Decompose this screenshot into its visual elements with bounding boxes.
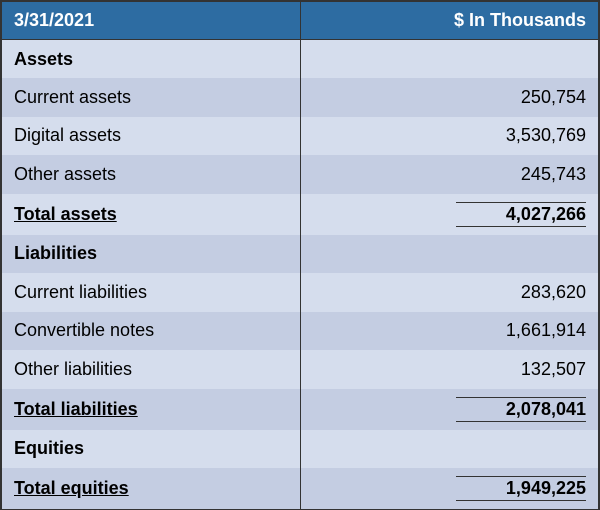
total-row: Total assets 4,027,266 xyxy=(2,194,599,235)
data-row: Other assets245,743 xyxy=(2,155,599,194)
data-row: Current assets250,754 xyxy=(2,78,599,117)
item-label: Current liabilities xyxy=(2,273,301,312)
data-row: Current liabilities283,620 xyxy=(2,273,599,312)
item-value: 132,507 xyxy=(300,350,599,389)
item-label: Current assets xyxy=(2,78,301,117)
item-label: Digital assets xyxy=(2,117,301,156)
total-value: 1,949,225 xyxy=(456,476,586,501)
section-title-value xyxy=(300,235,599,274)
total-value-cell: 2,078,041 xyxy=(300,389,599,430)
total-label: Total liabilities xyxy=(2,389,301,430)
item-value: 245,743 xyxy=(300,155,599,194)
data-row: Other liabilities132,507 xyxy=(2,350,599,389)
section-title-value xyxy=(300,40,599,79)
balance-sheet-table: 3/31/2021 $ In Thousands AssetsCurrent a… xyxy=(0,0,600,510)
total-label: Total equities xyxy=(2,468,301,509)
total-row: Total equities 1,949,225 xyxy=(2,468,599,509)
item-label: Other liabilities xyxy=(2,350,301,389)
item-value: 250,754 xyxy=(300,78,599,117)
section-header-row: Equities xyxy=(2,430,599,469)
total-value: 4,027,266 xyxy=(456,202,586,227)
header-date: 3/31/2021 xyxy=(2,2,301,40)
financial-table: 3/31/2021 $ In Thousands AssetsCurrent a… xyxy=(1,1,599,509)
item-label: Other assets xyxy=(2,155,301,194)
total-label: Total assets xyxy=(2,194,301,235)
total-value-cell: 4,027,266 xyxy=(300,194,599,235)
total-value: 2,078,041 xyxy=(456,397,586,422)
section-header-row: Assets xyxy=(2,40,599,79)
item-value: 283,620 xyxy=(300,273,599,312)
total-value-cell: 1,949,225 xyxy=(300,468,599,509)
data-row: Convertible notes1,661,914 xyxy=(2,312,599,351)
item-value: 3,530,769 xyxy=(300,117,599,156)
data-row: Digital assets3,530,769 xyxy=(2,117,599,156)
item-label: Convertible notes xyxy=(2,312,301,351)
section-title-value xyxy=(300,430,599,469)
header-row: 3/31/2021 $ In Thousands xyxy=(2,2,599,40)
header-unit: $ In Thousands xyxy=(300,2,599,40)
section-header-row: Liabilities xyxy=(2,235,599,274)
section-title: Assets xyxy=(2,40,301,79)
section-title: Equities xyxy=(2,430,301,469)
section-title: Liabilities xyxy=(2,235,301,274)
total-row: Total liabilities 2,078,041 xyxy=(2,389,599,430)
item-value: 1,661,914 xyxy=(300,312,599,351)
